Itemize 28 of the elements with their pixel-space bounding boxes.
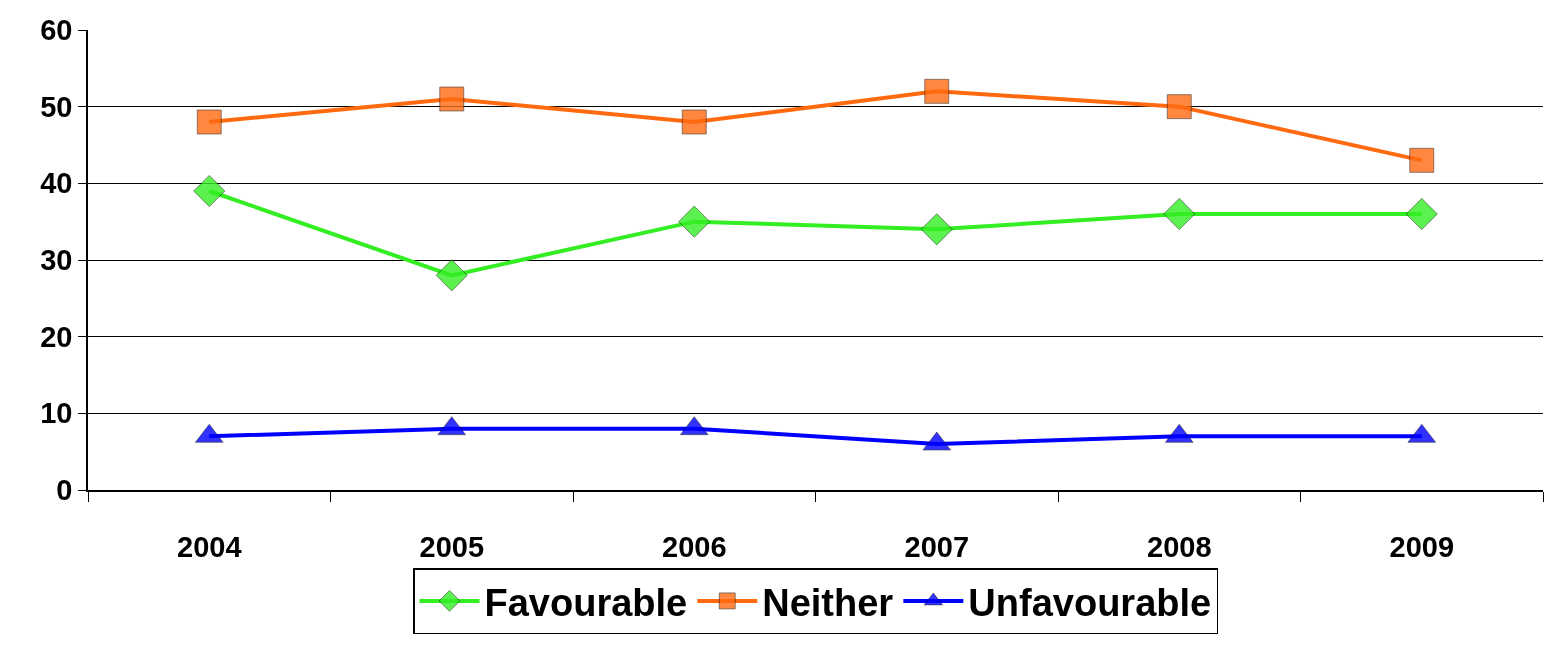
point	[678, 205, 711, 238]
x-tick-label: 2008	[1146, 530, 1212, 563]
y-tick-label: 0	[56, 474, 73, 507]
y-tick-label: 60	[40, 14, 73, 47]
point	[1409, 147, 1435, 173]
legend-label: Favourable	[484, 581, 688, 624]
point	[920, 213, 953, 246]
y-tick-label: 30	[40, 244, 73, 277]
point	[435, 259, 468, 292]
y-tick-label: 20	[40, 320, 73, 353]
point	[1163, 197, 1196, 231]
point	[1405, 197, 1438, 231]
point	[196, 109, 222, 135]
x-tick-label: 2007	[904, 530, 970, 563]
point	[439, 86, 465, 112]
x-tick-label: 2004	[176, 530, 242, 563]
x-tick-label: 2009	[1389, 530, 1455, 563]
y-tick-label: 40	[40, 167, 73, 200]
legend-label: Neither	[762, 581, 894, 624]
x-tick-label: 2005	[419, 530, 485, 563]
y-tick-label: 50	[40, 90, 73, 123]
point	[193, 174, 226, 208]
point	[681, 109, 707, 135]
y-tick-label: 10	[40, 397, 73, 430]
x-tick-label: 2006	[661, 530, 727, 563]
legend-label: Unfavourable	[968, 581, 1212, 624]
point	[924, 78, 950, 104]
point	[1166, 94, 1192, 120]
